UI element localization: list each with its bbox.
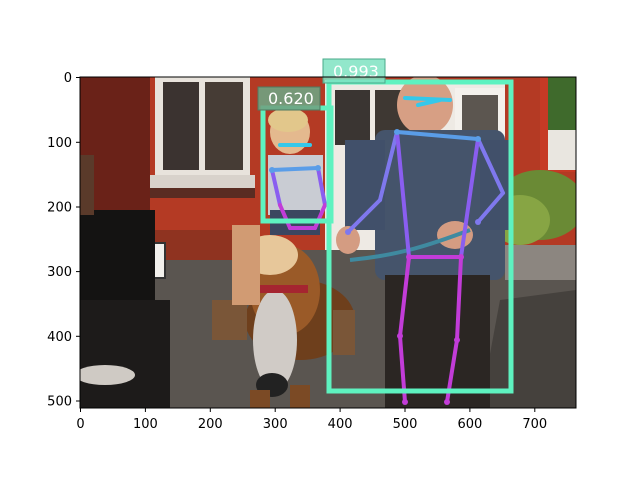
x-tick-label: 100	[133, 417, 158, 432]
x-axis: 0 100 200 300 400 500 600 700	[76, 408, 547, 432]
y-tick-label: 500	[47, 395, 72, 410]
bbox-man	[326, 79, 514, 394]
photo	[80, 77, 576, 408]
y-tick-label: 300	[47, 265, 72, 280]
x-tick-label: 0	[76, 417, 84, 432]
score-label-man: 0.993	[322, 58, 386, 84]
x-tick-label: 600	[457, 417, 482, 432]
y-axis: 0 100 200 300 400 500	[47, 71, 80, 410]
y-tick-label: 400	[47, 330, 72, 345]
y-tick-label: 0	[64, 71, 72, 86]
x-tick-label: 300	[263, 417, 288, 432]
house-window	[150, 77, 255, 198]
child	[232, 108, 323, 305]
y-tick-label: 200	[47, 201, 72, 216]
score-label-child: 0.620	[257, 86, 321, 111]
x-tick-label: 500	[393, 417, 418, 432]
axes-frame	[79, 76, 577, 409]
x-tick-label: 200	[198, 417, 223, 432]
x-tick-label: 700	[522, 417, 547, 432]
score-text-child: 0.620	[268, 89, 314, 108]
y-tick-label: 100	[47, 136, 72, 151]
pose-skeleton-child	[269, 143, 327, 230]
score-text-man: 0.993	[333, 62, 379, 81]
x-tick-label: 400	[328, 417, 353, 432]
